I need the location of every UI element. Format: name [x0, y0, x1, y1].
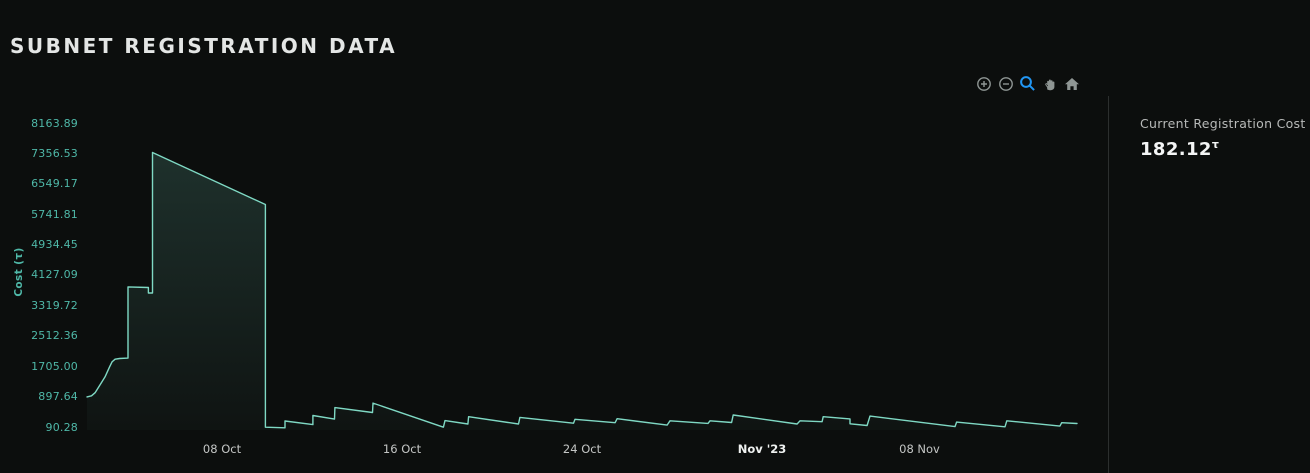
- y-tick-label: 1705.00: [31, 359, 78, 373]
- y-tick-label: 5741.81: [31, 207, 78, 221]
- zoom-out-icon[interactable]: [996, 74, 1015, 93]
- x-tick-label: 24 Oct: [562, 442, 602, 456]
- x-tick-label: 08 Nov: [899, 442, 940, 456]
- x-axis-tick-labels: 08 Oct 16 Oct 24 Oct Nov '23 08 Nov: [0, 442, 1310, 458]
- pan-icon[interactable]: [1040, 74, 1059, 93]
- y-tick-label: 3319.72: [31, 298, 78, 312]
- page-title: SUBNET REGISTRATION DATA: [10, 34, 398, 58]
- y-tick-label: 7356.53: [31, 146, 78, 160]
- x-tick-label: 08 Oct: [202, 442, 242, 456]
- cost-area-fill: [87, 152, 1077, 430]
- y-tick-label: 90.28: [45, 420, 78, 434]
- y-tick-label: 4127.09: [31, 268, 78, 282]
- y-tick-label: 8163.89: [31, 116, 78, 130]
- current-cost-label: Current Registration Cost: [1140, 116, 1306, 131]
- zoom-in-icon[interactable]: [974, 74, 993, 93]
- y-tick-label: 897.64: [38, 390, 78, 404]
- tau-unit: τ: [1211, 138, 1220, 151]
- current-cost-panel: Current Registration Cost 182.12τ: [1140, 116, 1306, 160]
- y-tick-label: 6549.17: [31, 177, 78, 191]
- x-tick-label: Nov '23: [737, 442, 787, 456]
- cost-number: 182.12: [1140, 139, 1212, 160]
- y-axis-title: Cost (τ): [13, 247, 25, 297]
- current-cost-value: 182.12τ: [1140, 138, 1306, 160]
- chart-toolbar: [974, 74, 1081, 93]
- y-tick-label: 2512.36: [31, 329, 78, 343]
- panel-divider: [1108, 96, 1109, 473]
- box-zoom-icon[interactable]: [1018, 74, 1037, 93]
- y-tick-label: 4934.45: [31, 238, 78, 252]
- cost-line: [86, 151, 1078, 429]
- x-tick-label: 16 Oct: [382, 442, 422, 456]
- home-icon[interactable]: [1062, 74, 1081, 93]
